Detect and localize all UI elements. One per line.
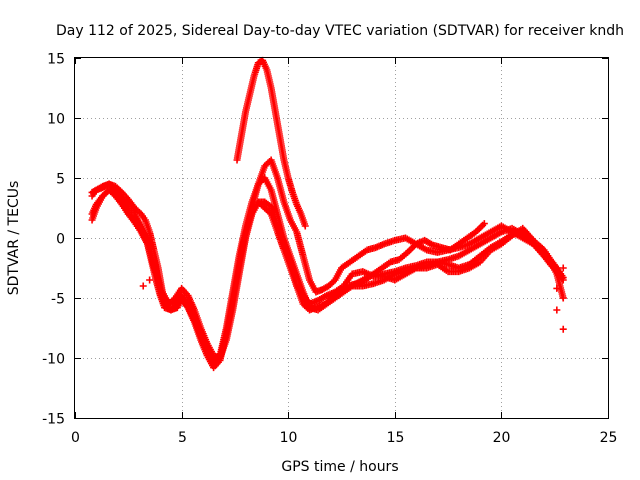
data-point-marker [301, 222, 309, 230]
series-track-5 [233, 56, 309, 230]
data-point-marker [553, 264, 561, 272]
x-tick-label: 20 [493, 430, 511, 446]
y-axis-label: SDTVAR / TECUs [6, 181, 22, 296]
series-track-2 [88, 156, 567, 362]
x-tick-label: 15 [387, 430, 405, 446]
y-tick-label: -15 [42, 412, 65, 428]
y-tick-label: -10 [42, 352, 65, 368]
data-point-marker [146, 276, 154, 284]
data-point-marker [553, 306, 561, 314]
axis-ticks: 0 5 10 15 20 25 -15 -10 -5 0 5 10 15 [42, 52, 617, 447]
y-tick-label: 10 [47, 112, 65, 128]
y-tick-label: -5 [51, 292, 65, 308]
plot-frame [74, 57, 609, 419]
x-axis-label: GPS time / hours [281, 459, 398, 475]
data-point-marker [553, 284, 561, 292]
data-point-marker [559, 264, 567, 272]
grid-lines [75, 58, 608, 418]
data-point-marker [480, 220, 488, 228]
data-points [88, 56, 567, 372]
series-track-6 [327, 220, 488, 302]
y-tick-label: 0 [56, 232, 65, 248]
x-tick-label: 25 [600, 430, 618, 446]
y-tick-label: 5 [56, 172, 65, 188]
x-tick-label: 5 [178, 430, 187, 446]
y-tick-label: 15 [47, 52, 65, 68]
series-isolated-points [139, 264, 567, 333]
data-point-marker [139, 282, 147, 290]
data-point-marker [559, 325, 567, 333]
x-tick-label: 10 [280, 430, 298, 446]
chart-title: Day 112 of 2025, Sidereal Day-to-day VTE… [56, 23, 624, 39]
x-tick-label: 0 [71, 430, 80, 446]
series-track-4 [88, 174, 561, 366]
data-point-marker [559, 294, 567, 302]
